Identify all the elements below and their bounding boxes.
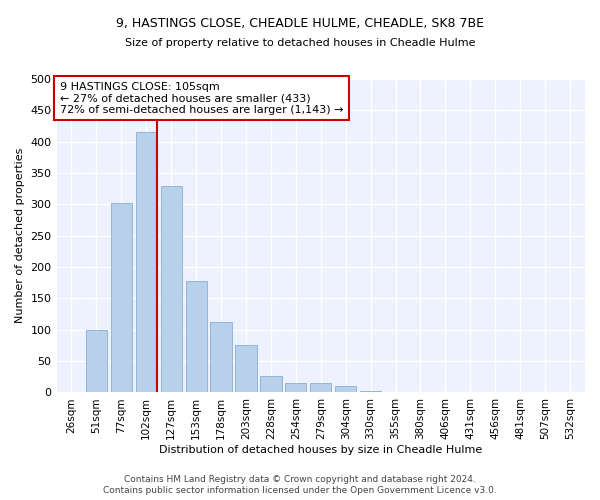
Text: Size of property relative to detached houses in Cheadle Hulme: Size of property relative to detached ho… [125, 38, 475, 48]
Text: 9 HASTINGS CLOSE: 105sqm
← 27% of detached houses are smaller (433)
72% of semi-: 9 HASTINGS CLOSE: 105sqm ← 27% of detach… [59, 82, 343, 114]
Bar [285, 383, 307, 392]
Bar [185, 281, 207, 392]
Bar [161, 186, 182, 392]
Text: Contains public sector information licensed under the Open Government Licence v3: Contains public sector information licen… [103, 486, 497, 495]
Bar [260, 376, 281, 392]
Bar [310, 383, 331, 392]
Text: 9, HASTINGS CLOSE, CHEADLE HULME, CHEADLE, SK8 7BE: 9, HASTINGS CLOSE, CHEADLE HULME, CHEADL… [116, 18, 484, 30]
Bar [86, 330, 107, 392]
Bar [111, 203, 132, 392]
Text: Contains HM Land Registry data © Crown copyright and database right 2024.: Contains HM Land Registry data © Crown c… [124, 475, 476, 484]
Bar [360, 390, 381, 392]
Bar [211, 322, 232, 392]
Bar [235, 345, 257, 393]
X-axis label: Distribution of detached houses by size in Cheadle Hulme: Distribution of detached houses by size … [159, 445, 482, 455]
Bar [136, 132, 157, 392]
Y-axis label: Number of detached properties: Number of detached properties [15, 148, 25, 324]
Bar [335, 386, 356, 392]
